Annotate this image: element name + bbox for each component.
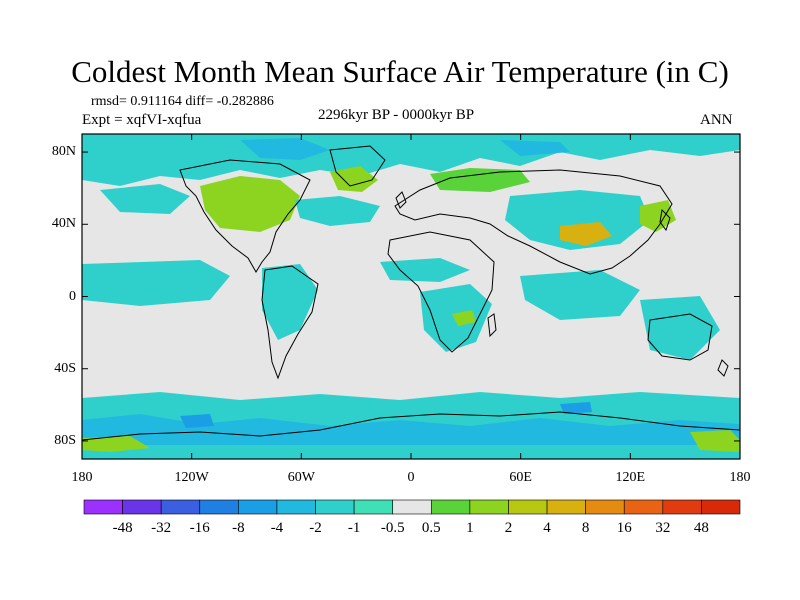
colorbar-swatch <box>238 499 278 515</box>
colorbar-label: 2 <box>504 520 513 536</box>
x-tick-label: 120E <box>615 470 646 485</box>
colorbar-label: -2 <box>309 520 322 536</box>
anomaly-region-africa-warm <box>452 310 476 326</box>
anomaly-region-north-america-warm <box>200 176 300 232</box>
coastline-uk <box>395 191 407 209</box>
anomaly-region-north-atlantic <box>295 196 380 226</box>
colorbar-label: 0.5 <box>421 520 441 536</box>
colorbar-swatch <box>469 499 509 515</box>
colorbar-label: -0.5 <box>380 520 405 536</box>
anomaly-region-siberia-warm <box>430 168 530 192</box>
colorbar-label: -48 <box>112 520 133 536</box>
colorbar-swatch <box>315 499 355 515</box>
colorbar-label: 4 <box>543 520 551 536</box>
colorbar-swatch <box>353 499 394 515</box>
coastline-africa <box>387 231 495 353</box>
period-label: 2296kyr BP - 0000kyr BP <box>318 107 475 123</box>
anomaly-region-tropical-pacific-west <box>82 260 230 306</box>
anomaly-region-asia-warm <box>560 222 612 246</box>
colorbar <box>83 499 741 515</box>
colorbar-swatch <box>662 499 702 515</box>
coastline-south-america <box>261 265 319 380</box>
chart-title: Coldest Month Mean Surface Air Temperatu… <box>71 54 729 89</box>
anomaly-region-sahara <box>380 258 470 282</box>
coastline-madagascar <box>487 313 497 338</box>
anomaly-region-southern-ocean-strong <box>82 414 740 445</box>
colorbar-label: 48 <box>693 520 709 536</box>
colorbar-swatch <box>623 499 664 515</box>
colorbar-label: -1 <box>347 520 361 536</box>
anomaly-region-japan-warm <box>640 200 676 232</box>
y-tick-label: 40N <box>51 216 76 232</box>
colorbar-swatch <box>122 499 162 515</box>
colorbar-label: 1 <box>466 520 474 536</box>
y-tick-label: 0 <box>69 288 76 304</box>
y-tick-label: 80S <box>54 432 76 448</box>
colorbar-swatch <box>546 499 586 515</box>
colorbar-label: 8 <box>581 520 590 536</box>
colorbar-swatch <box>276 499 316 515</box>
colorbar-swatch <box>83 499 123 515</box>
colorbar-label: -16 <box>189 520 210 536</box>
x-tick-label: 60W <box>287 470 315 485</box>
x-tick-label: 120W <box>174 470 209 485</box>
anomaly-region-asia-cool <box>505 190 650 250</box>
anomaly-field <box>82 134 740 459</box>
coastline-greenland <box>329 145 386 187</box>
coastline-north-america <box>179 159 311 273</box>
x-tick-label: 180 <box>71 470 93 485</box>
anomaly-region-arctic-north <box>82 134 740 186</box>
colorbar-label: 32 <box>655 520 671 536</box>
coastline-antarctica <box>82 411 740 441</box>
y-tick-label: 40S <box>54 360 76 376</box>
y-tick-label: 80N <box>51 144 76 160</box>
anomaly-region-indian-ocean <box>520 270 640 320</box>
colorbar-swatch <box>392 499 432 515</box>
colorbar-swatch <box>701 499 741 515</box>
season-label: ANN <box>700 112 733 128</box>
colorbar-swatch <box>430 499 471 515</box>
colorbar-label: 16 <box>616 520 632 536</box>
anomaly-region-arctic-strong <box>240 138 570 160</box>
colorbar-label: -8 <box>232 520 245 536</box>
anomaly-region-maritime <box>640 296 720 360</box>
coastline-japan <box>659 208 671 232</box>
colorbar-swatch <box>160 499 201 515</box>
colorbar-label: -4 <box>270 520 284 536</box>
colorbar-swatch <box>585 499 625 515</box>
x-tick-label: 0 <box>407 470 415 485</box>
anomaly-region-greenland-warm <box>330 166 378 192</box>
coastline-europe-asia <box>394 169 673 275</box>
coastline-new-zealand <box>717 359 729 377</box>
tick-marks <box>81 134 741 459</box>
colorbar-swatch <box>508 499 548 515</box>
anomaly-region-south-america <box>262 264 318 340</box>
coastline-australia <box>647 313 713 361</box>
x-tick-label: 180 <box>729 470 751 485</box>
experiment-label: Expt = xqfVI-xqfua <box>82 112 202 128</box>
stats-line: rmsd= 0.911164 diff= -0.282886 <box>91 94 274 109</box>
x-tick-label: 60E <box>509 470 532 485</box>
coastlines <box>82 145 740 441</box>
anomaly-region-north-pacific <box>100 184 190 214</box>
colorbar-label: -32 <box>151 520 172 536</box>
colorbar-swatch <box>199 499 239 515</box>
